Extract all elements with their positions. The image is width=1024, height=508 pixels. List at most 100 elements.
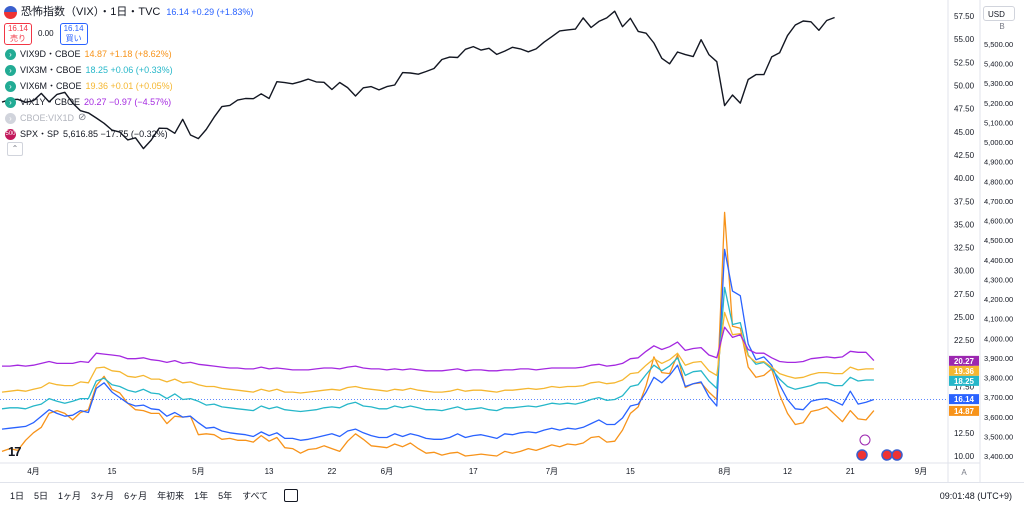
range-6m[interactable]: 6ヶ月 xyxy=(124,491,148,501)
spx-tick-label: 5,000.00 xyxy=(984,138,1013,147)
spx-tick-label: 3,600.00 xyxy=(984,413,1013,422)
range-3m[interactable]: 3ヶ月 xyxy=(91,491,115,501)
vix-tick-label: 57.50 xyxy=(954,12,975,21)
range-1m[interactable]: 1ヶ月 xyxy=(58,491,82,501)
vix-tick-label: 35.00 xyxy=(954,220,975,229)
series-line-vix3m xyxy=(1,286,874,413)
spx-tick-label: 4,900.00 xyxy=(984,158,1013,167)
legend-row-vix9d[interactable]: › VIX9D・CBOE 14.87 +1.18 (+8.62%) xyxy=(4,46,253,62)
x-tick-label: 4月 xyxy=(27,467,39,476)
symbol-quote: 16.14 +0.29 (+1.83%) xyxy=(166,7,254,17)
range-5y[interactable]: 5年 xyxy=(218,491,233,501)
spx-tick-label: 5,200.00 xyxy=(984,99,1013,108)
legend-row-vix1y[interactable]: › VIX1Y・CBOE 20.27 −0.97 (−4.57%) xyxy=(4,94,253,110)
last-value-badge xyxy=(949,405,979,416)
x-tick-label: 17 xyxy=(469,467,478,476)
spx-tick-label: 3,800.00 xyxy=(984,374,1013,383)
spx-tick-label: 3,400.00 xyxy=(984,452,1013,461)
clock[interactable]: 09:01:48 (UTC+9) xyxy=(939,490,1012,501)
spx-tick-label: 4,400.00 xyxy=(984,256,1013,265)
event-lightning-icon xyxy=(859,434,871,446)
arrow-icon: › xyxy=(5,80,16,92)
spx-tick-label: 5,400.00 xyxy=(984,60,1013,69)
vix-tick-label: 10.00 xyxy=(954,452,975,461)
range-1y[interactable]: 1年 xyxy=(194,491,209,501)
price-chart[interactable]: 57.50 55.00 52.50 50.00 47.50 45.00 42.50 40.00… xyxy=(0,0,1024,482)
spx-tick-label: 5,300.00 xyxy=(984,79,1013,88)
event-us-flag-icon xyxy=(891,449,903,461)
auto-scale-button: A xyxy=(961,468,967,477)
spx-tick-label: 4,700.00 xyxy=(984,197,1013,206)
spx-tick-label: 4,800.00 xyxy=(984,177,1013,186)
x-tick-label: 21 xyxy=(846,467,855,476)
series-line-vix1y xyxy=(2,326,875,372)
vix-tick-label: 32.50 xyxy=(954,244,975,253)
event-us-flag-icon xyxy=(881,449,893,461)
vix-tick-label: 27.50 xyxy=(954,290,975,299)
last-value-badge xyxy=(949,375,979,386)
sell-button[interactable]: 16.14 売り xyxy=(4,23,32,45)
legend-row-vix1d[interactable]: › CBOE:VIX1D ⊘ xyxy=(4,110,253,126)
spx-icon: 500 xyxy=(5,128,16,140)
x-tick-label: 6月 xyxy=(381,467,393,476)
spx-tick-label: 4,600.00 xyxy=(984,217,1013,226)
range-ytd[interactable]: 年初来 xyxy=(157,491,185,501)
series-line-vix6m xyxy=(1,311,874,394)
collapse-legend-button[interactable]: ⌃ xyxy=(7,142,23,156)
x-tick-label: 8月 xyxy=(718,467,730,476)
vix-tick-label: 37.50 xyxy=(954,197,975,206)
arrow-icon: › xyxy=(5,48,16,60)
x-tick-label: 22 xyxy=(327,467,336,476)
spx-tick-label: 3,500.00 xyxy=(984,432,1013,441)
x-tick-label: 15 xyxy=(626,467,635,476)
range-5d[interactable]: 5日 xyxy=(34,491,49,501)
bottom-toolbar: 1日 5日 1ヶ月 3ヶ月 6ヶ月 年初来 1年 5年 すべて 09:01:48… xyxy=(0,482,1024,508)
vix-tick-label: 22.50 xyxy=(954,336,975,345)
x-tick-label: 9月 xyxy=(915,467,927,476)
spx-tick-label: 4,500.00 xyxy=(984,236,1013,245)
vix-tick-label: 30.00 xyxy=(954,267,975,276)
series-line-vix xyxy=(1,248,875,441)
vix-tick-label: 45.00 xyxy=(954,128,975,137)
trade-buttons: 16.14 売り 0.00 16.14 買い xyxy=(4,22,253,46)
vix-tick-label: 50.00 xyxy=(954,81,975,90)
arrow-icon: › xyxy=(5,64,16,76)
last-value-badge xyxy=(949,355,979,366)
spread-value: 0.00 xyxy=(38,29,54,38)
last-value-label: 16.14 xyxy=(954,395,975,404)
hidden-eye-icon[interactable]: ⊘ xyxy=(78,112,87,123)
vix-tick-label: 17.50 xyxy=(954,383,975,392)
x-tick-label: 5月 xyxy=(192,467,204,476)
buy-button[interactable]: 16.14 買い xyxy=(59,23,88,45)
vix-tick-label: 52.50 xyxy=(954,58,975,67)
calendar-icon[interactable] xyxy=(284,489,299,502)
series-line-spx xyxy=(1,10,835,150)
x-tick-label: 15 xyxy=(108,467,117,476)
vix-tick-label: 55.00 xyxy=(954,35,975,44)
vix-tick-label: 47.50 xyxy=(954,105,975,114)
range-all[interactable]: すべて xyxy=(242,491,269,501)
legend-row-vix3m[interactable]: › VIX3M・CBOE 18.25 +0.06 (+0.33%) xyxy=(4,62,253,78)
x-tick-label: 12 xyxy=(783,467,792,476)
symbol-title[interactable]: 恐怖指数（VIX）・1日・TVC xyxy=(21,6,161,18)
vix-tick-label: 42.50 xyxy=(954,151,975,160)
spx-tick-label: 3,900.00 xyxy=(984,354,1013,363)
last-value-badge xyxy=(949,365,979,376)
last-value-label: 19.36 xyxy=(954,367,975,376)
spx-tick-label: 4,000.00 xyxy=(984,334,1013,343)
vix-tick-label: 40.00 xyxy=(954,174,975,183)
currency-select[interactable]: USD xyxy=(983,6,1015,21)
spx-tick-label: 4,200.00 xyxy=(984,295,1013,304)
legend-row-spx[interactable]: 500 SPX・SP 5,616.85 −17.75 (−0.32%) xyxy=(5,128,168,140)
axis-badge: B xyxy=(999,22,1004,31)
tradingview-logo: 17 xyxy=(8,444,22,459)
range-1d[interactable]: 1日 xyxy=(10,491,25,501)
x-tick-label: 7月 xyxy=(546,467,558,476)
vix-tick-label: 12.50 xyxy=(954,429,975,438)
spx-tick-label: 5,500.00 xyxy=(984,40,1013,49)
spx-tick-label: 4,300.00 xyxy=(984,275,1013,284)
legend-row-vix6m[interactable]: › VIX6M・CBOE 19.36 +0.01 (+0.05%) xyxy=(4,78,253,94)
last-value-label: 20.27 xyxy=(954,357,975,366)
spx-tick-label: 5,100.00 xyxy=(984,118,1013,127)
event-us-flag-icon xyxy=(856,449,868,461)
